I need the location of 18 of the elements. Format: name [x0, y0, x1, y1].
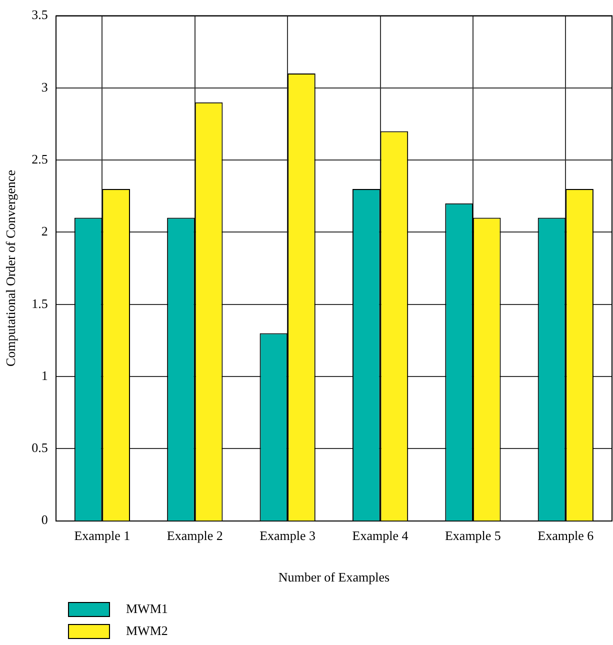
y-tick-label: 3	[41, 79, 48, 94]
y-tick-label: 1.5	[32, 296, 48, 311]
legend-label: MWM2	[126, 623, 168, 639]
y-tick-label: 0	[41, 512, 48, 528]
legend-label: MWM1	[126, 601, 168, 617]
x-tick-label: Example 2	[166, 528, 223, 544]
x-tick-label: Example 5	[444, 528, 501, 544]
y-axis-title: Computational Order of Convergence	[3, 170, 18, 367]
x-tick-label: Example 3	[260, 528, 316, 544]
x-tick-label: Example 6	[538, 528, 594, 544]
x-tick-label: Example 4	[352, 528, 409, 544]
y-tick-label: 3.5	[32, 7, 48, 22]
y-tick-label: 1	[41, 368, 48, 383]
x-axis-title: Number of Examples	[278, 570, 390, 585]
x-tick-label: Example 1	[74, 528, 130, 544]
y-tick-label: 2	[41, 224, 48, 239]
y-tick-label: 0.5	[32, 440, 48, 456]
y-tick-label: 2.5	[32, 152, 48, 167]
